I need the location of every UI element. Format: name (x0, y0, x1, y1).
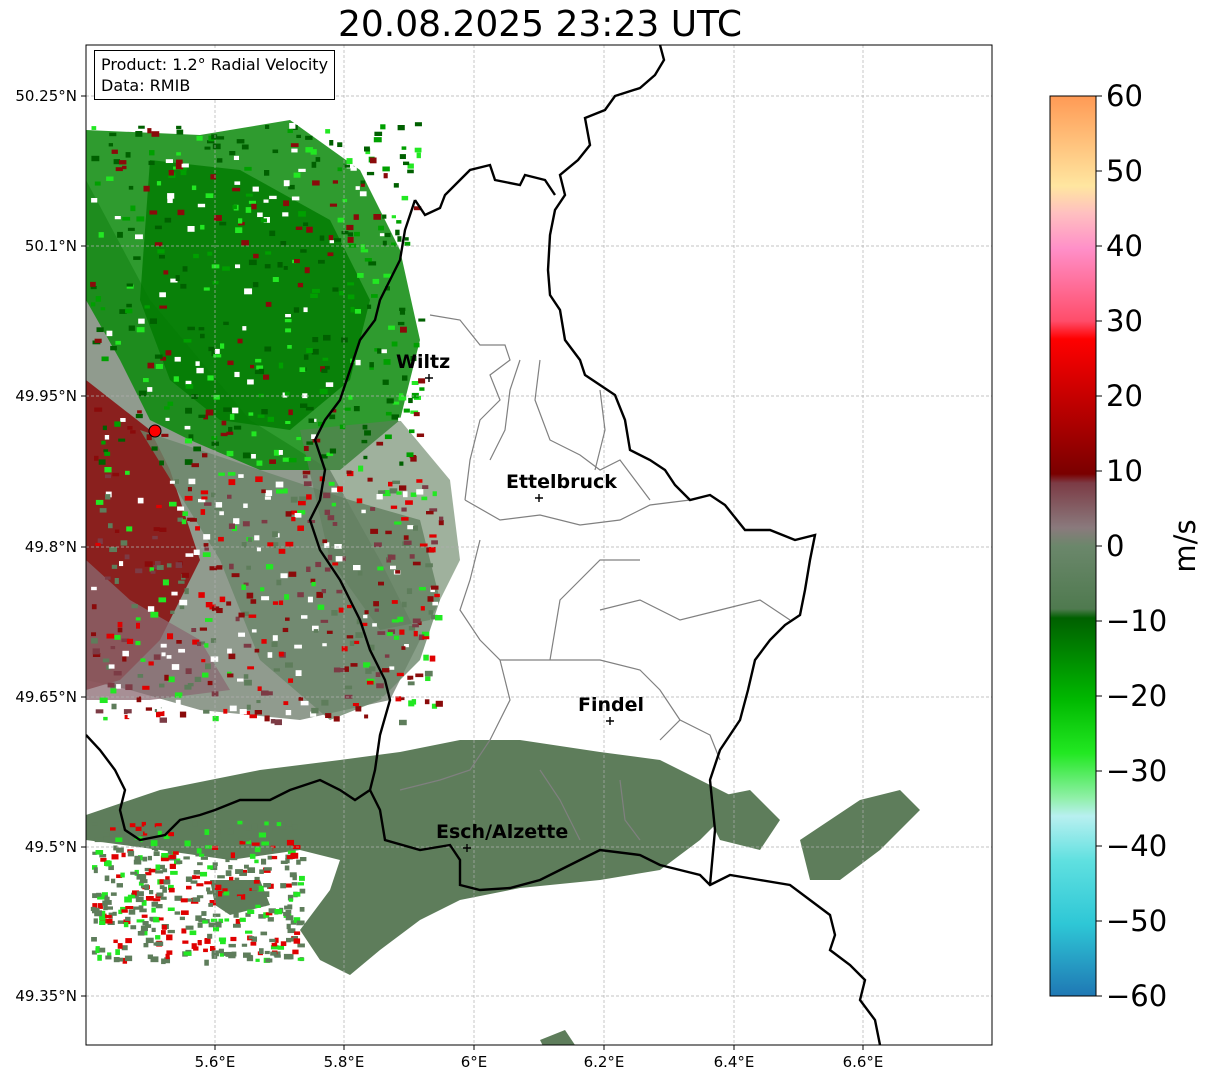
map-frame (85, 44, 993, 1046)
lat-tick-label: 50.1°N (25, 237, 77, 255)
canton-borders (399, 314, 791, 841)
product-line: Product: 1.2° Radial Velocity (101, 55, 329, 74)
colorbar-tick-label: −50 (1106, 904, 1167, 938)
colorbar-tick-label: −40 (1106, 829, 1167, 863)
colorbar-tick-label: −60 (1106, 979, 1167, 1013)
colorbar-unit-label: m/s (1168, 519, 1202, 572)
graticule (86, 45, 992, 1045)
lon-tick-label: 6°E (461, 1053, 488, 1071)
lon-tick-label: 6.2°E (584, 1053, 625, 1071)
lat-tick-label: 49.5°N (25, 838, 77, 856)
city-markers (425, 374, 614, 852)
country-borders (86, 45, 882, 1045)
colorbar-tick-label: 20 (1106, 379, 1143, 413)
city-marker-ettelbruck (535, 494, 543, 502)
city-marker-findel (606, 717, 614, 725)
colorbar-tick-label: 40 (1106, 229, 1143, 263)
colorbar-tick-label: 10 (1106, 454, 1143, 488)
city-label-esch: Esch/Alzette (436, 821, 568, 843)
tick-marks (81, 95, 864, 1050)
lon-tick-label: 5.6°E (195, 1053, 236, 1071)
lat-tick-label: 49.65°N (15, 688, 77, 706)
lon-tick-label: 6.4°E (714, 1053, 755, 1071)
lon-tick-label: 6.6°E (843, 1053, 884, 1071)
map-title: 20.08.2025 23:23 UTC (337, 4, 743, 45)
lat-tick-label: 49.35°N (15, 987, 77, 1005)
colorbar-tick-label: −20 (1106, 679, 1167, 713)
colorbar: 60 50 40 30 20 10 0 −10 −20 −30 −40 −50 … (1049, 79, 1202, 1013)
city-marker-esch (463, 844, 471, 852)
lat-tick-label: 49.95°N (15, 387, 77, 405)
data-source-line: Data: RMIB (101, 76, 191, 95)
colorbar-tick-label: 0 (1106, 529, 1124, 563)
colorbar-tick-label: 30 (1106, 304, 1143, 338)
city-label-ettelbruck: Ettelbruck (506, 471, 617, 493)
city-label-findel: Findel (578, 694, 644, 716)
radar-site-marker (148, 424, 162, 438)
colorbar-tick-label: 60 (1106, 79, 1143, 113)
lat-tick-label: 49.8°N (25, 538, 77, 556)
city-marker-wiltz (425, 374, 433, 382)
colorbar-tick-label: 50 (1106, 154, 1143, 188)
product-info-box: Product: 1.2° Radial Velocity Data: RMIB (94, 50, 336, 100)
colorbar-tick-label: −30 (1106, 754, 1167, 788)
city-label-wiltz: Wiltz (396, 351, 450, 373)
lat-tick-label: 50.25°N (15, 87, 77, 105)
colorbar-scale (1049, 95, 1097, 997)
lon-tick-label: 5.8°E (324, 1053, 365, 1071)
colorbar-tick-label: −10 (1106, 604, 1167, 638)
